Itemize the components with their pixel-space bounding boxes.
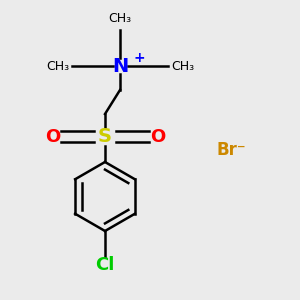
Text: +: + [134,52,145,65]
Text: Br⁻: Br⁻ [216,141,246,159]
Text: S: S [98,127,112,146]
Text: CH₃: CH₃ [108,13,132,26]
Text: CH₃: CH₃ [46,59,69,73]
Text: O: O [150,128,165,146]
Text: O: O [45,128,60,146]
Text: Cl: Cl [95,256,115,274]
Text: CH₃: CH₃ [171,59,194,73]
Text: N: N [112,56,128,76]
